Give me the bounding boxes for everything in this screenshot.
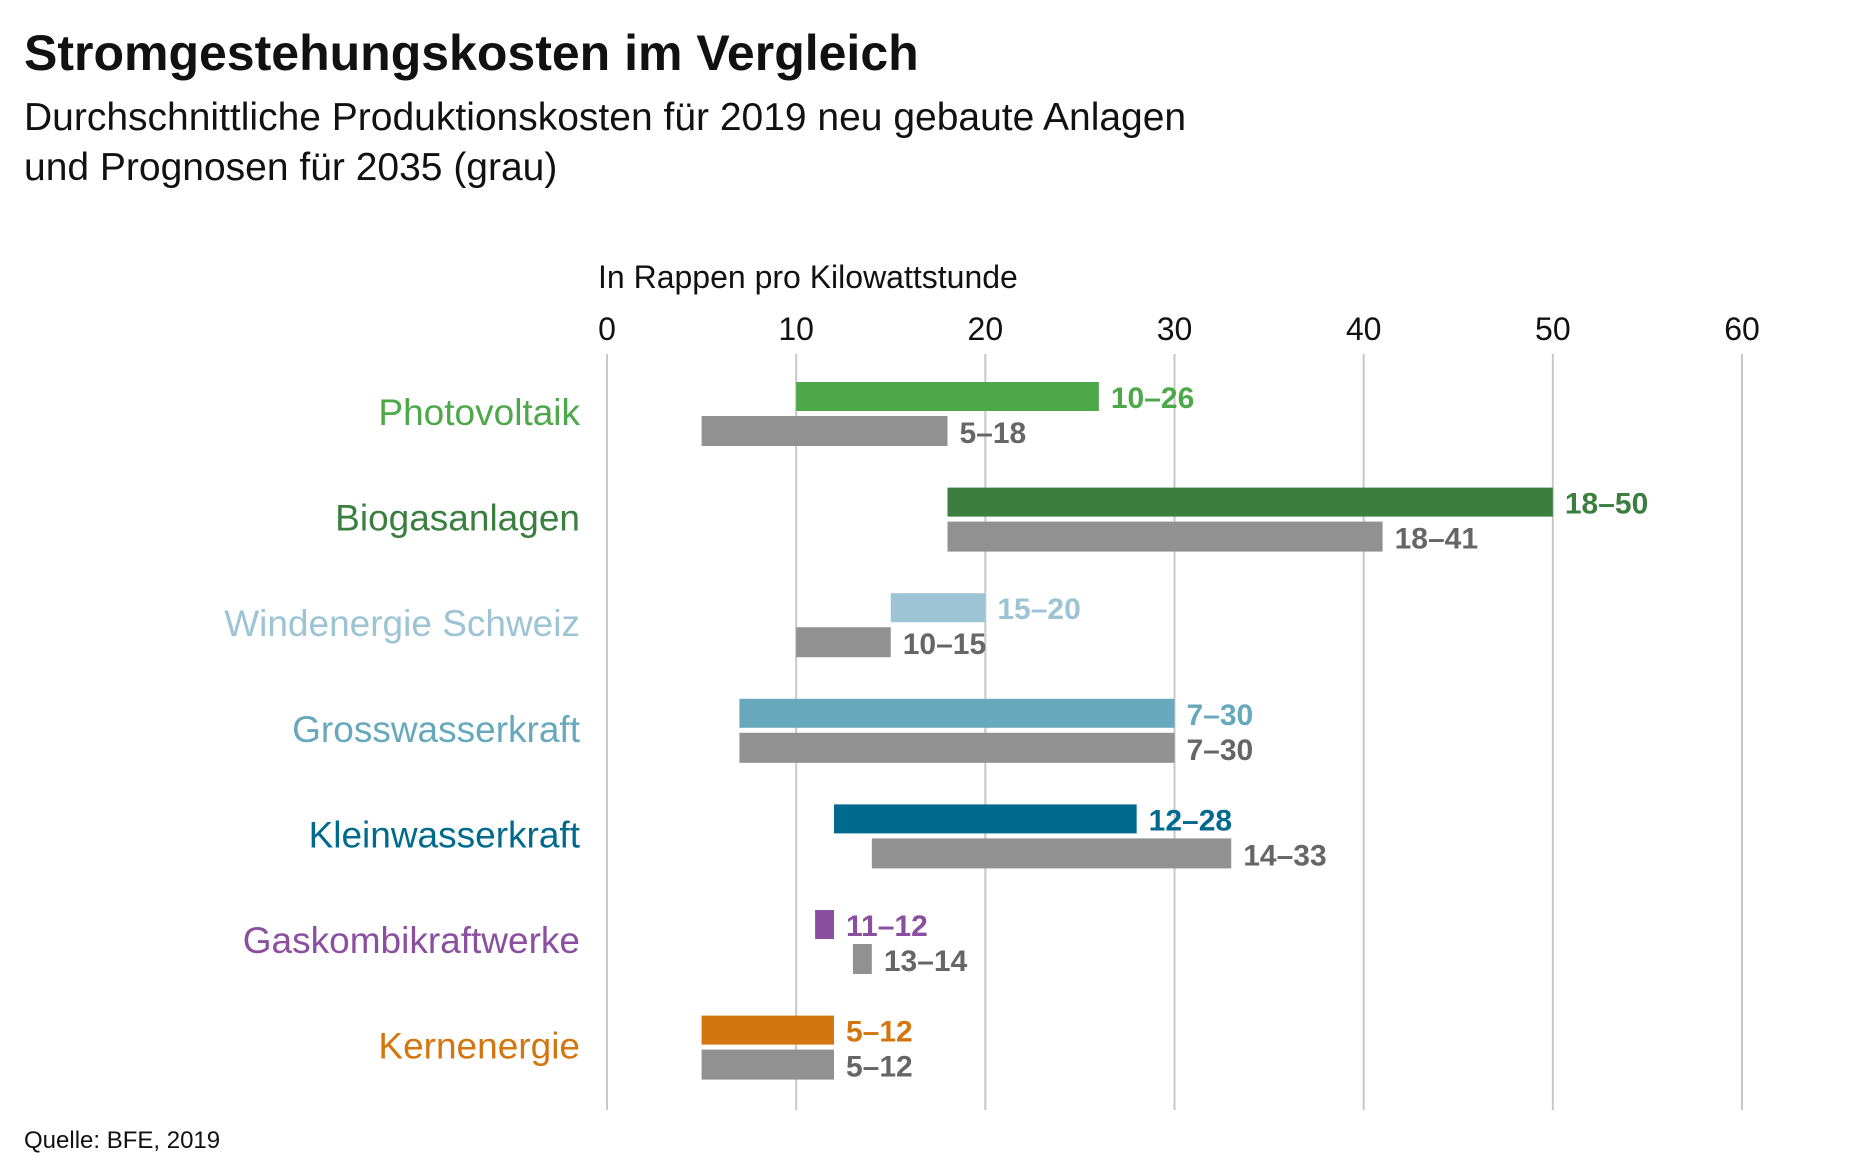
category-label: Photovoltaik xyxy=(378,392,580,433)
row-windenergie-schweiz: Windenergie Schweiz 15–20 10–15 xyxy=(224,593,1081,661)
data-label: 5–18 xyxy=(960,417,1027,450)
x-tick-label: 20 xyxy=(968,311,1004,347)
category-label: Windenergie Schweiz xyxy=(224,603,580,644)
category-label: Biogasanlagen xyxy=(335,498,580,539)
bar-2035 xyxy=(701,1049,834,1080)
bar-2035 xyxy=(871,838,1232,869)
bar-2035 xyxy=(739,732,1175,763)
category-label: Grosswasserkraft xyxy=(292,709,581,750)
x-tick-label: 10 xyxy=(778,311,814,347)
x-tick-labels: 0 10 20 30 40 50 60 xyxy=(598,311,1760,347)
bar-2019 xyxy=(739,698,1175,728)
bar-2019 xyxy=(834,804,1137,834)
bar-2019 xyxy=(796,382,1099,411)
source-note: Quelle: BFE, 2019 xyxy=(24,1127,220,1154)
data-label: 10–15 xyxy=(903,628,986,661)
data-label: 12–28 xyxy=(1149,804,1232,837)
data-label: 18–41 xyxy=(1395,523,1478,556)
data-label: 10–26 xyxy=(1111,382,1194,415)
data-label: 5–12 xyxy=(846,1051,913,1084)
data-label: 7–30 xyxy=(1187,734,1254,767)
bar-2035 xyxy=(947,521,1383,552)
bar-2035 xyxy=(796,627,891,658)
category-label: Kleinwasserkraft xyxy=(309,814,581,855)
category-label: Kernenergie xyxy=(378,1026,580,1067)
x-tick-label: 60 xyxy=(1724,311,1760,347)
chart-subtitle-line2: und Prognosen für 2035 (grau) xyxy=(24,146,557,189)
row-grosswasserkraft: Grosswasserkraft 7–307–30 xyxy=(292,698,1254,767)
data-label: 5–12 xyxy=(846,1016,913,1049)
data-label: 18–50 xyxy=(1565,488,1648,521)
bar-2035 xyxy=(852,944,872,974)
data-label: 13–14 xyxy=(884,945,968,978)
row-biogasanlagen: Biogasanlagen 18–50 18–41 xyxy=(335,488,1648,556)
chart-title: Stromgestehungskosten im Vergleich xyxy=(24,25,919,81)
category-label: Gaskombikraftwerke xyxy=(243,920,580,961)
data-label: 14–33 xyxy=(1243,839,1326,872)
row-kernenergie: Kernenergie 5–125–12 xyxy=(378,1015,913,1084)
row-photovoltaik: Photovoltaik 10–26 5–18 xyxy=(378,382,1194,450)
bar-2019 xyxy=(890,593,986,623)
bar-2019 xyxy=(947,487,1553,517)
chart-subtitle-line1: Durchschnittliche Produktionskosten für … xyxy=(24,96,1186,139)
x-tick-label: 50 xyxy=(1535,311,1571,347)
bars: Photovoltaik 10–26 5–18 Biogasanlagen 18–50 1… xyxy=(224,382,1648,1084)
gridlines xyxy=(606,354,1743,1110)
bar-2035 xyxy=(701,416,948,446)
x-tick-label: 0 xyxy=(598,311,616,347)
data-label: 7–30 xyxy=(1187,699,1254,732)
x-tick-label: 30 xyxy=(1157,311,1193,347)
bar-2019 xyxy=(701,1015,834,1045)
data-label: 11–12 xyxy=(846,910,928,943)
bar-2019 xyxy=(815,910,834,939)
x-axis-title: In Rappen pro Kilowattstunde xyxy=(598,259,1018,295)
x-tick-label: 40 xyxy=(1346,311,1382,347)
row-kleinwasserkraft: Kleinwasserkraft 12–28 14–33 xyxy=(309,804,1327,872)
data-label: 15–20 xyxy=(997,593,1080,626)
